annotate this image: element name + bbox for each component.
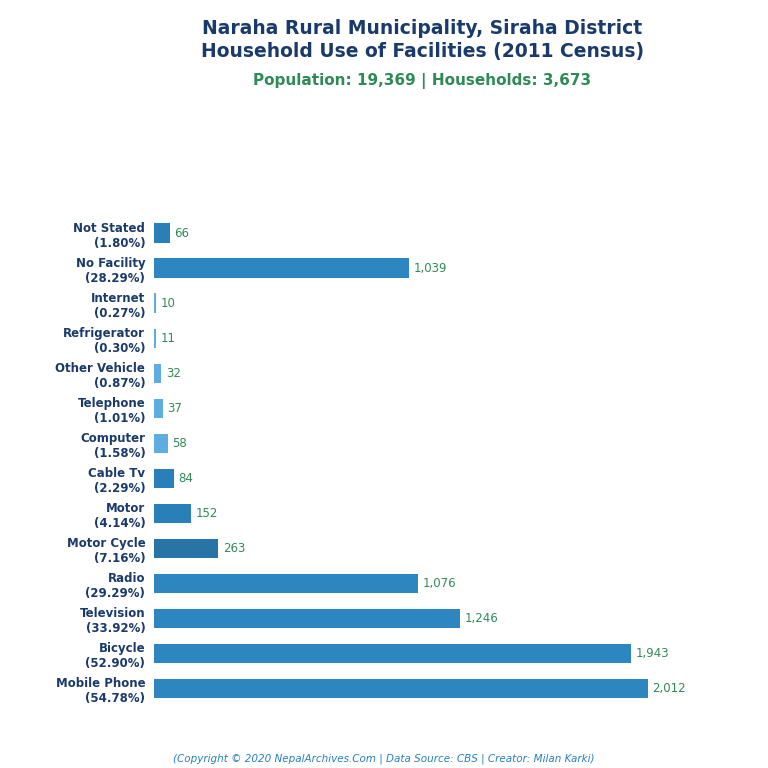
Bar <box>154 574 418 593</box>
Bar <box>154 223 170 243</box>
Bar <box>154 363 161 382</box>
Bar <box>154 468 174 488</box>
Text: 32: 32 <box>166 366 180 379</box>
Bar <box>154 434 168 453</box>
Text: Population: 19,369 | Households: 3,673: Population: 19,369 | Households: 3,673 <box>253 73 591 89</box>
Bar <box>154 399 163 418</box>
Text: 84: 84 <box>179 472 194 485</box>
Text: 10: 10 <box>161 296 175 310</box>
Text: 37: 37 <box>167 402 182 415</box>
Text: 66: 66 <box>174 227 189 240</box>
Text: Household Use of Facilities (2011 Census): Household Use of Facilities (2011 Census… <box>201 42 644 61</box>
Text: 1,039: 1,039 <box>413 262 447 275</box>
Text: 263: 263 <box>223 542 245 555</box>
Text: (Copyright © 2020 NepalArchives.Com | Data Source: CBS | Creator: Milan Karki): (Copyright © 2020 NepalArchives.Com | Da… <box>174 753 594 764</box>
Bar <box>154 609 460 628</box>
Text: 152: 152 <box>195 507 218 520</box>
Bar <box>154 504 191 523</box>
Text: 58: 58 <box>172 437 187 450</box>
Bar <box>154 539 218 558</box>
Text: Naraha Rural Municipality, Siraha District: Naraha Rural Municipality, Siraha Distri… <box>202 19 643 38</box>
Bar <box>154 293 156 313</box>
Text: 1,076: 1,076 <box>422 577 456 590</box>
Text: 11: 11 <box>161 332 176 345</box>
Text: 1,943: 1,943 <box>636 647 669 660</box>
Bar <box>154 329 157 348</box>
Bar <box>154 259 409 278</box>
Text: 2,012: 2,012 <box>653 682 686 695</box>
Text: 1,246: 1,246 <box>464 612 498 625</box>
Bar <box>154 644 631 663</box>
Bar <box>154 679 648 698</box>
